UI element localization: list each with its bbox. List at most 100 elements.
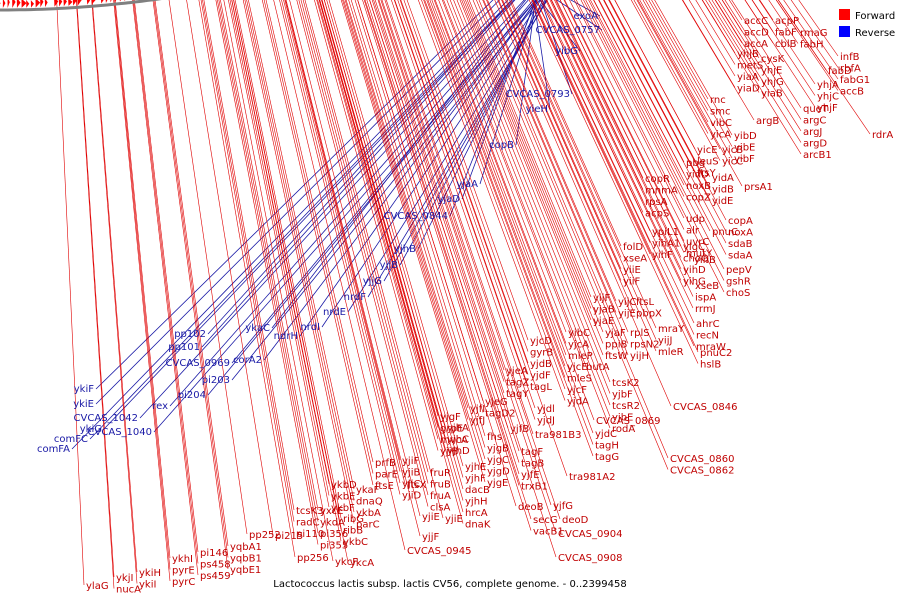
forward-gene-label: accD [744, 28, 769, 39]
forward-gene-label: yiiE [623, 265, 641, 276]
forward-gene-label: yjiD [402, 491, 421, 502]
reverse-leader-line [367, 0, 548, 298]
forward-gene-label: yjeA [506, 366, 528, 377]
forward-gene-arrow [54, 0, 59, 7]
forward-leader-line [154, 0, 229, 547]
forward-gene-arrow [124, 0, 126, 2]
reverse-gene-label: pi203 [202, 375, 230, 386]
forward-gene-label: yjdB [530, 359, 552, 370]
forward-leader-line [218, 0, 319, 522]
reverse-gene-label: ndrH [274, 331, 298, 342]
reverse-leader-line [231, 0, 534, 364]
forward-gene-label: yjcE [567, 362, 588, 373]
forward-leader-line [449, 0, 611, 406]
forward-leader-line [340, 0, 486, 483]
forward-gene-label: tagF [521, 447, 543, 458]
forward-leader-line [453, 0, 611, 394]
forward-leader-line [300, 0, 429, 484]
forward-leader-line [91, 0, 138, 573]
reverse-gene-label: pi204 [178, 390, 206, 401]
forward-leader-line [200, 0, 295, 534]
forward-gene-label: yjgB [487, 444, 509, 455]
forward-gene-label: yihF [652, 250, 673, 261]
forward-leader-line [354, 0, 484, 413]
reverse-gene-label: rex [152, 401, 168, 412]
reverse-leader-line [556, 0, 603, 31]
forward-gene-label: yjiE [422, 512, 440, 523]
forward-leader-line [532, 0, 695, 347]
forward-leader-line [133, 0, 199, 564]
forward-leader-line [731, 0, 802, 109]
forward-leader-line [688, 0, 736, 77]
forward-gene-label: pepV [726, 265, 752, 276]
forward-leader-line [244, 0, 355, 513]
forward-leader-line [583, 0, 685, 197]
forward-gene-label: yjfJ [470, 416, 485, 427]
forward-leader-line [510, 0, 622, 247]
forward-gene-label: mleS [567, 374, 592, 385]
forward-gene-label: yjaF [605, 328, 626, 339]
reverse-gene-label: pp102 [174, 329, 206, 340]
forward-gene-label: yjfI [470, 404, 485, 415]
reverse-gene-label: CVCAS_0757 [536, 25, 600, 36]
forward-gene-arrow [58, 0, 63, 7]
forward-gene-label: pp252 [249, 530, 281, 541]
forward-gene-label: rpsA [645, 197, 668, 208]
forward-gene-label: noxA [728, 228, 753, 239]
forward-gene-arrow [110, 0, 112, 3]
forward-leader-line [775, 0, 839, 91]
forward-gene-label: yjhE [465, 462, 486, 473]
forward-gene-label: ppiB [605, 340, 627, 351]
forward-leader-line [434, 0, 567, 344]
forward-gene-arrow [12, 0, 16, 8]
forward-gene-label: yicE [697, 145, 718, 156]
forward-leader-line [609, 0, 711, 189]
forward-gene-label: yjiB [440, 447, 458, 458]
reverse-gene-label: exoA [573, 11, 598, 22]
forward-leader-line [556, 0, 644, 179]
reverse-gene-label: comFA [37, 444, 70, 455]
figure-caption: Lactococcus lactis subsp. lactis CV56, c… [273, 579, 626, 590]
forward-gene-label: yjiE [445, 514, 463, 525]
forward-leader-line [636, 0, 721, 150]
reverse-gene-label: yjjG [363, 276, 382, 287]
forward-gene-label: leuS [697, 157, 719, 168]
reverse-leader-line [95, 0, 494, 390]
forward-gene-label: yjeG [485, 397, 508, 408]
forward-gene-label: CVCAS_0846 [673, 402, 737, 413]
forward-leader-line [563, 0, 693, 260]
forward-leader-line [345, 0, 486, 460]
forward-gene-label: yidA [712, 173, 734, 184]
forward-gene-label: pnuC [712, 227, 738, 238]
forward-gene-label: yihA1 [652, 239, 680, 250]
forward-leader-line [463, 0, 604, 344]
forward-gene-label: tcsK3 [296, 506, 324, 517]
forward-gene-label: ypiL1 [652, 227, 679, 238]
forward-gene-label: yijC [618, 297, 636, 308]
forward-gene-arrow [91, 0, 96, 5]
forward-gene-arrow [21, 0, 27, 8]
forward-gene-arrow [44, 0, 48, 8]
legend-forward-swatch [839, 9, 850, 20]
forward-gene-label: yjfE [521, 470, 540, 481]
forward-leader-line [575, 0, 725, 293]
reverse-gene-label: CVCAS_1042 [74, 413, 138, 424]
forward-gene-label: metS [737, 61, 763, 72]
forward-gene-label: pbpX [636, 309, 662, 320]
forward-leader-line [494, 0, 672, 407]
forward-leader-line [590, 0, 711, 232]
forward-gene-label: vibC [710, 118, 732, 129]
forward-leader-line [751, 0, 816, 96]
reverse-gene-label: yjjB [380, 260, 398, 271]
forward-gene-label: yjdJ [537, 416, 555, 427]
forward-leader-line [223, 0, 334, 562]
forward-gene-label: yibC [568, 328, 590, 339]
forward-gene-label: ahrC [696, 319, 720, 330]
forward-leader-line [369, 0, 520, 463]
reverse-leader-line [153, 0, 537, 433]
forward-gene-label: rdrA [872, 130, 893, 141]
forward-leader-line [569, 0, 685, 230]
forward-gene-label: choS [726, 288, 750, 299]
forward-gene-label: argD [803, 139, 827, 150]
